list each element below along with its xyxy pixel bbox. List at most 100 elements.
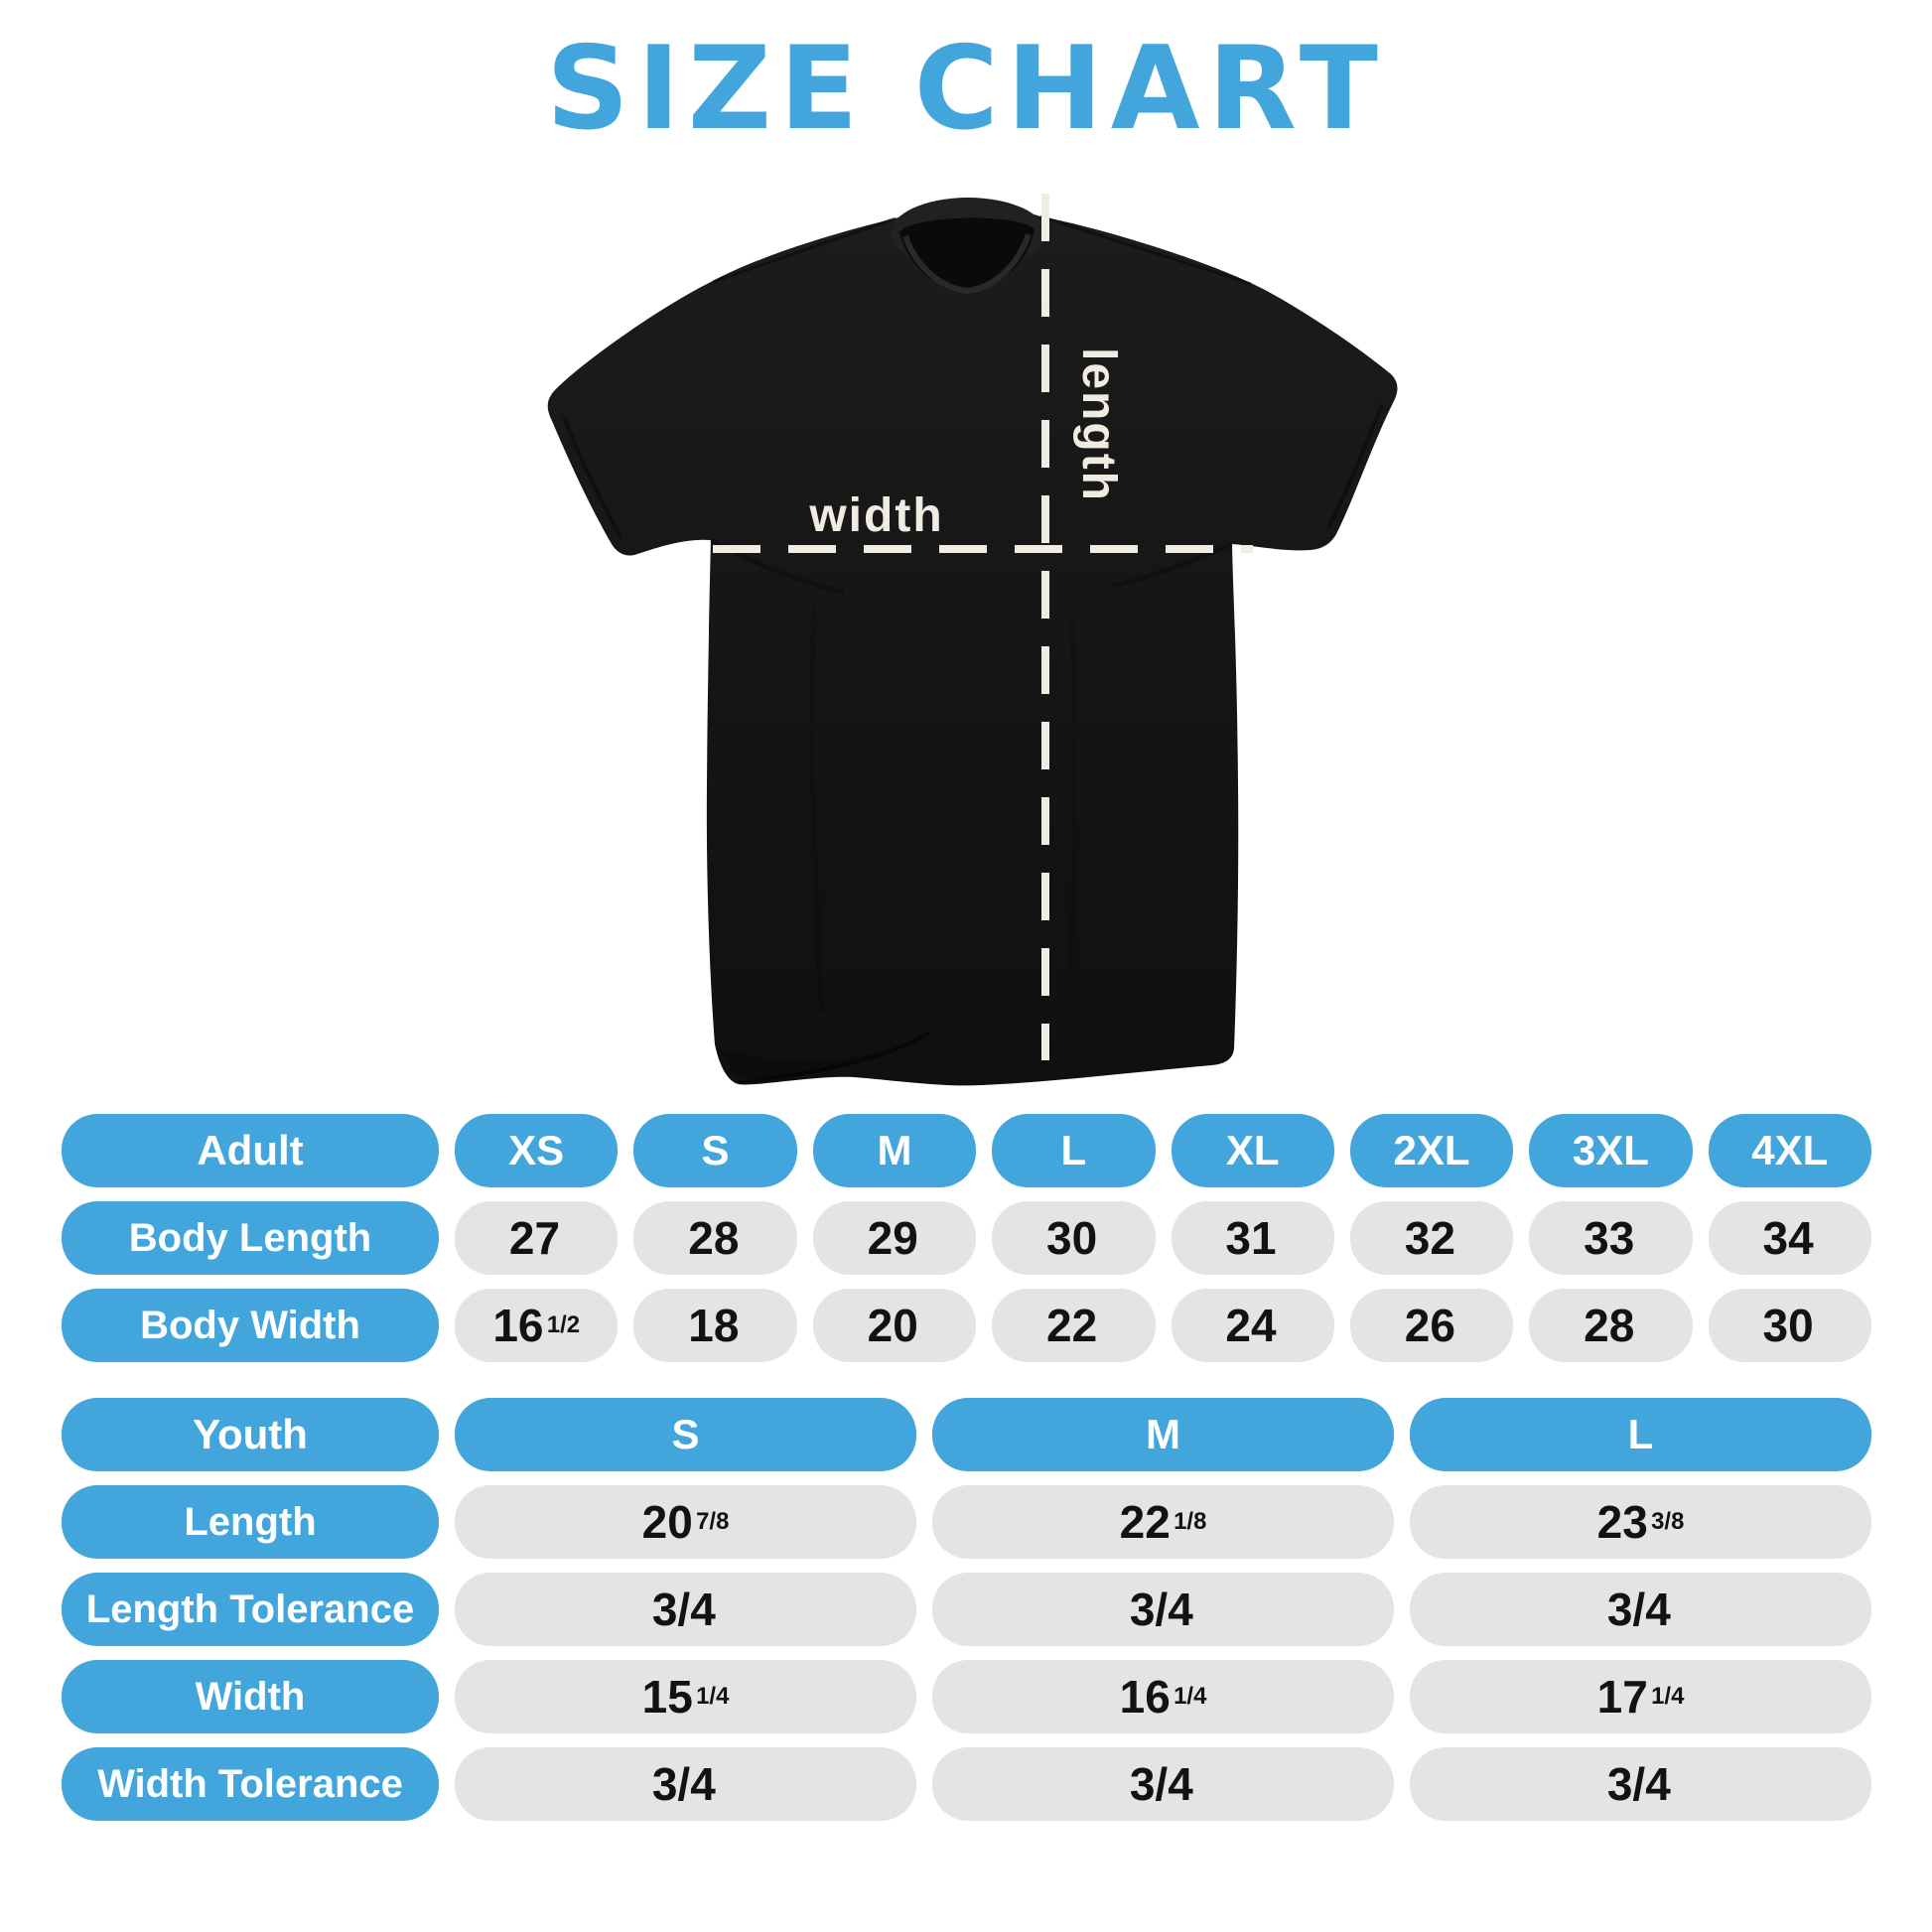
adult-size-xl: XL bbox=[1171, 1114, 1334, 1187]
adult-body-width-row: Body Width 16 1/2 18 20 22 24 26 28 30 bbox=[62, 1289, 1871, 1362]
row-label-body-length: Body Length bbox=[62, 1201, 439, 1275]
youth-width-tolerance-row: Width Tolerance 3/4 3/4 3/4 bbox=[62, 1747, 1871, 1821]
cell-value: 3/4 bbox=[1606, 1758, 1671, 1810]
adult-size-xs: XS bbox=[455, 1114, 619, 1187]
cell-fraction: 3/8 bbox=[1651, 1508, 1685, 1536]
adult-size-2xl: 2XL bbox=[1349, 1114, 1514, 1187]
tshirt-measurement-diagram: width length bbox=[516, 179, 1449, 1102]
cell-value: 16 bbox=[492, 1300, 544, 1351]
cell-value: 32 bbox=[1404, 1212, 1455, 1264]
body-width-cell: 20 bbox=[812, 1289, 977, 1362]
body-width-cell: 16 1/2 bbox=[455, 1289, 619, 1362]
body-crease-1 bbox=[809, 605, 825, 1014]
adult-size-4xl: 4XL bbox=[1708, 1114, 1871, 1187]
adult-size-3xl: 3XL bbox=[1529, 1114, 1693, 1187]
cell-value: 30 bbox=[1762, 1300, 1814, 1351]
cell-fraction: 1/4 bbox=[696, 1683, 730, 1711]
cell-value: 26 bbox=[1404, 1300, 1455, 1351]
hem-fold bbox=[717, 1047, 878, 1078]
youth-length-cell: 22 1/8 bbox=[932, 1485, 1394, 1559]
body-crease-2 bbox=[1065, 615, 1078, 1024]
cell-value: 3/4 bbox=[1129, 1584, 1193, 1635]
hem-crease bbox=[738, 1031, 931, 1084]
cell-value: 3/4 bbox=[1129, 1758, 1193, 1810]
cell-value: 20 bbox=[641, 1496, 693, 1548]
youth-width-cell: 16 1/4 bbox=[932, 1660, 1394, 1733]
cell-value: 24 bbox=[1225, 1300, 1277, 1351]
youth-size-m: M bbox=[932, 1398, 1394, 1471]
body-length-cell: 30 bbox=[992, 1201, 1156, 1275]
body-width-cell: 24 bbox=[1171, 1289, 1334, 1362]
row-label-length-tolerance: Length Tolerance bbox=[62, 1573, 439, 1646]
shoulder-seam-right bbox=[1039, 214, 1252, 286]
cell-value: 28 bbox=[688, 1212, 740, 1264]
body-width-cell: 26 bbox=[1349, 1289, 1514, 1362]
cell-value: 3/4 bbox=[651, 1584, 716, 1635]
cell-value: 31 bbox=[1225, 1212, 1277, 1264]
size-tables: Adult XS S M L XL 2XL 3XL 4XL Body Lengt… bbox=[62, 1114, 1871, 1835]
page-title: SIZE CHART bbox=[546, 22, 1386, 156]
body-length-cell: 34 bbox=[1708, 1201, 1871, 1275]
youth-size-s: S bbox=[455, 1398, 916, 1471]
youth-header-row: Youth S M L bbox=[62, 1398, 1871, 1471]
cell-value: 20 bbox=[867, 1300, 918, 1351]
armpit-crease-right bbox=[1111, 541, 1233, 589]
body-width-cell: 22 bbox=[992, 1289, 1156, 1362]
cell-value: 3/4 bbox=[1606, 1584, 1671, 1635]
adult-table-label: Adult bbox=[62, 1114, 439, 1187]
body-length-cell: 32 bbox=[1349, 1201, 1514, 1275]
adult-body-length-row: Body Length 27 28 29 30 31 32 33 34 bbox=[62, 1201, 1871, 1275]
cell-value: 22 bbox=[1046, 1300, 1098, 1351]
body-width-cell: 18 bbox=[633, 1289, 797, 1362]
body-length-cell: 29 bbox=[812, 1201, 977, 1275]
tshirt-illustration: width length bbox=[547, 194, 1398, 1086]
shoulder-seam-left bbox=[712, 216, 897, 284]
row-label-body-width: Body Width bbox=[62, 1289, 439, 1362]
youth-width-tolerance-cell: 3/4 bbox=[1410, 1747, 1871, 1821]
length-label: length bbox=[1072, 347, 1125, 502]
row-label-width-tolerance: Width Tolerance bbox=[62, 1747, 439, 1821]
cell-fraction: 1/4 bbox=[1173, 1683, 1207, 1711]
row-label-width: Width bbox=[62, 1660, 439, 1733]
youth-width-row: Width 15 1/4 16 1/4 17 1/4 bbox=[62, 1660, 1871, 1733]
youth-width-cell: 17 1/4 bbox=[1410, 1660, 1871, 1733]
youth-width-cell: 15 1/4 bbox=[455, 1660, 916, 1733]
cell-fraction: 1/8 bbox=[1173, 1508, 1207, 1536]
cell-fraction: 7/8 bbox=[696, 1508, 730, 1536]
body-length-cell: 31 bbox=[1171, 1201, 1334, 1275]
body-width-cell: 30 bbox=[1708, 1289, 1871, 1362]
cell-value: 34 bbox=[1762, 1212, 1814, 1264]
cell-value: 16 bbox=[1119, 1671, 1171, 1723]
cell-value: 30 bbox=[1046, 1212, 1098, 1264]
youth-length-tolerance-cell: 3/4 bbox=[932, 1573, 1394, 1646]
youth-length-cell: 23 3/8 bbox=[1410, 1485, 1871, 1559]
cell-value: 17 bbox=[1596, 1671, 1648, 1723]
youth-length-tolerance-row: Length Tolerance 3/4 3/4 3/4 bbox=[62, 1573, 1871, 1646]
body-width-cell: 28 bbox=[1529, 1289, 1693, 1362]
cell-value: 18 bbox=[688, 1300, 740, 1351]
cell-value: 29 bbox=[867, 1212, 918, 1264]
youth-width-tolerance-cell: 3/4 bbox=[932, 1747, 1394, 1821]
adult-size-m: M bbox=[812, 1114, 977, 1187]
cell-value: 28 bbox=[1584, 1300, 1635, 1351]
sleeve-seam-right bbox=[1326, 404, 1384, 529]
cell-value: 15 bbox=[641, 1671, 693, 1723]
adult-size-s: S bbox=[633, 1114, 797, 1187]
cell-value: 23 bbox=[1596, 1496, 1648, 1548]
sleeve-seam-left bbox=[562, 416, 623, 540]
cell-value: 3/4 bbox=[651, 1758, 716, 1810]
youth-length-row: Length 20 7/8 22 1/8 23 3/8 bbox=[62, 1485, 1871, 1559]
row-label-length: Length bbox=[62, 1485, 439, 1559]
body-length-cell: 33 bbox=[1529, 1201, 1693, 1275]
width-label: width bbox=[808, 489, 943, 542]
youth-table-label: Youth bbox=[62, 1398, 439, 1471]
cell-value: 33 bbox=[1584, 1212, 1635, 1264]
body-length-cell: 28 bbox=[633, 1201, 797, 1275]
youth-length-tolerance-cell: 3/4 bbox=[455, 1573, 916, 1646]
body-length-cell: 27 bbox=[455, 1201, 619, 1275]
collar-rib-highlight bbox=[902, 232, 1032, 295]
youth-width-tolerance-cell: 3/4 bbox=[455, 1747, 916, 1821]
adult-size-l: L bbox=[992, 1114, 1156, 1187]
youth-length-cell: 20 7/8 bbox=[455, 1485, 916, 1559]
